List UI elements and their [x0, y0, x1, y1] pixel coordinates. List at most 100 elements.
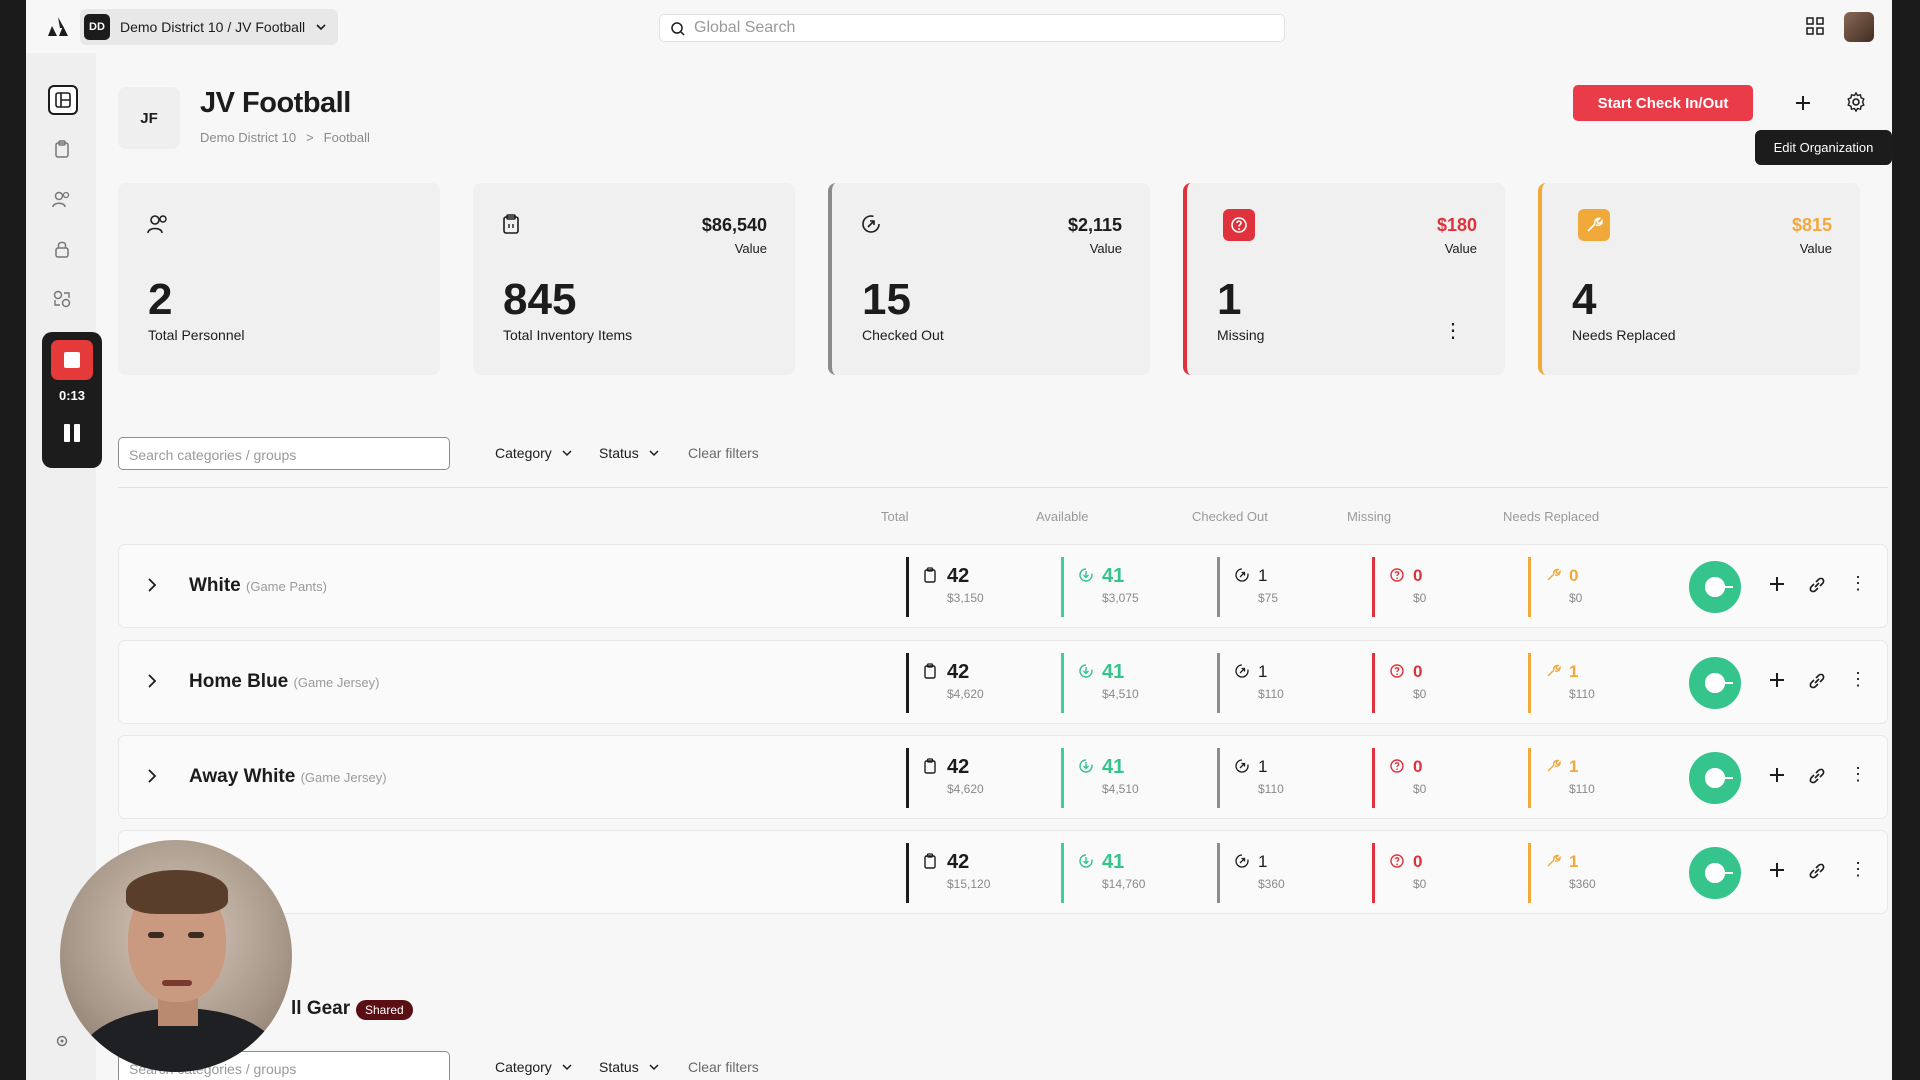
cell-needs-replaced-value: $0 [1569, 591, 1583, 605]
cell-checked-out-count: 1 [1258, 662, 1268, 681]
clipboard-icon [924, 758, 936, 774]
more-options-icon[interactable]: ⋮ [1443, 320, 1463, 342]
stop-recording-button[interactable] [51, 340, 93, 380]
chevron-right-icon[interactable] [145, 673, 159, 689]
column-header-total: Total [881, 509, 909, 524]
cell-total-count: 42 [947, 756, 970, 778]
lock-icon [55, 241, 69, 258]
cell-total-count: 42 [947, 851, 970, 873]
stat-card-personnel[interactable]: 2 Total Personnel [118, 183, 440, 375]
stat-label: Total Personnel [148, 327, 245, 343]
stat-value-label: Value [734, 241, 767, 256]
stat-value: $815 [1791, 215, 1832, 235]
column-header-available: Available [1036, 509, 1089, 524]
add-item-button[interactable] [1768, 667, 1786, 693]
add-item-button[interactable] [1768, 762, 1786, 788]
stat-card-inventory[interactable]: $86,540 Value 845 Total Inventory Items [473, 183, 795, 375]
sidebar-item-exchange[interactable] [50, 287, 74, 311]
pause-recording-button[interactable] [64, 424, 80, 442]
clipboard-icon [55, 140, 69, 158]
cell-needs-replaced-value: $110 [1569, 687, 1595, 701]
cell-available-count: 41 [1102, 565, 1125, 587]
breadcrumb: Demo District 10 > Football [200, 130, 370, 145]
cell-missing-value: $0 [1413, 877, 1427, 891]
link-button[interactable] [1807, 575, 1827, 600]
row-name[interactable]: Away White (Game Jersey) [189, 766, 387, 788]
sidebar-item-personnel[interactable] [50, 187, 74, 211]
table-row[interactable]: Away White (Game Jersey) 42 $4,620 41 $4,510… [118, 735, 1888, 819]
more-options-icon[interactable]: ⋮ [1849, 669, 1867, 689]
check-in-icon [1079, 759, 1093, 773]
table-row[interactable]: e (Helmet)42$15,12041$14,7601$3600$01$36… [118, 830, 1888, 914]
user-avatar[interactable] [1844, 12, 1874, 42]
more-options-icon[interactable]: ⋮ [1849, 573, 1867, 593]
breadcrumb-item-football[interactable]: Football [323, 130, 370, 145]
stat-card-checked-out[interactable]: $2,115 Value 15 Checked Out [828, 183, 1150, 375]
wrench-icon [1547, 664, 1561, 677]
add-button[interactable] [1790, 90, 1816, 116]
row-title: Home Blue [189, 671, 289, 692]
breadcrumb-item-district[interactable]: Demo District 10 [200, 130, 297, 145]
cell-total-value: $3,150 [947, 591, 984, 605]
global-search-input[interactable]: Global Search [659, 14, 1285, 42]
row-group: (Game Jersey) [300, 770, 387, 785]
status-filter-dropdown[interactable]: Status [599, 1059, 661, 1075]
row-name[interactable]: Home Blue (Game Jersey) [189, 671, 380, 693]
cell-total: 42 $4,620 [906, 748, 984, 808]
availability-donut-chart [1689, 657, 1741, 709]
cell-needs-replaced-value: $360 [1569, 877, 1596, 891]
wrench-icon [1547, 759, 1561, 772]
category-filter-dropdown[interactable]: Category [495, 445, 574, 461]
sidebar-item-locker[interactable] [50, 237, 74, 261]
chevron-right-icon[interactable] [145, 577, 159, 593]
category-filter-dropdown[interactable]: Category [495, 1059, 574, 1075]
cell-checked-out-value: $75 [1258, 591, 1279, 605]
edit-organization-tooltip: Edit Organization [1755, 130, 1892, 165]
category-search-input[interactable]: Search categories / groups [118, 437, 450, 470]
clear-filters-link[interactable]: Clear filters [688, 1059, 759, 1075]
global-search-placeholder: Global Search [694, 19, 796, 36]
stat-number: 1 [1217, 275, 1242, 324]
more-options-icon[interactable]: ⋮ [1849, 764, 1867, 784]
app-logo-icon[interactable] [46, 16, 70, 38]
row-name[interactable]: White (Game Pants) [189, 575, 327, 597]
cell-total-value: $4,620 [947, 782, 984, 796]
qr-code-icon[interactable] [1806, 17, 1824, 35]
check-in-icon [1079, 664, 1093, 678]
clear-filters-link[interactable]: Clear filters [688, 445, 759, 461]
link-button[interactable] [1807, 766, 1827, 791]
filter-bar: Search categories / groups Category Stat… [118, 437, 1888, 471]
wrench-icon [1578, 209, 1610, 241]
stat-label: Missing [1217, 327, 1265, 343]
link-button[interactable] [1807, 671, 1827, 696]
link-button[interactable] [1807, 861, 1827, 886]
sidebar-item-dashboard[interactable] [48, 85, 78, 115]
sidebar-item-settings[interactable] [50, 1029, 74, 1053]
start-check-in-out-button[interactable]: Start Check In/Out [1573, 85, 1753, 121]
cell-available: 41 $3,075 [1061, 557, 1139, 617]
checked-out-icon [1235, 854, 1249, 868]
column-header-missing: Missing [1347, 509, 1392, 524]
table-row[interactable]: White (Game Pants) 42 $3,150 41 $3,075 1 $75 0 $… [118, 544, 1888, 628]
stat-card-missing[interactable]: $180 Value 1 Missing ⋮ [1183, 183, 1505, 375]
table-row[interactable]: Home Blue (Game Jersey) 42 $4,620 41 $4,510 1… [118, 640, 1888, 724]
stat-card-needs-replaced[interactable]: $815 Value 4 Needs Replaced [1538, 183, 1860, 375]
more-options-icon[interactable]: ⋮ [1849, 859, 1867, 879]
add-item-button[interactable] [1768, 571, 1786, 597]
exchange-icon [53, 290, 71, 308]
org-switcher[interactable]: DD Demo District 10 / JV Football [80, 9, 338, 45]
chevron-right-icon[interactable] [145, 768, 159, 784]
stat-number: 15 [862, 275, 911, 324]
cell-missing: 0 $0 [1372, 748, 1426, 808]
edit-organization-button[interactable] [1844, 90, 1870, 116]
link-icon [1809, 863, 1825, 879]
stat-label: Checked Out [862, 327, 944, 343]
cell-checked-out-value: $110 [1258, 687, 1284, 701]
cell-missing: 0 $0 [1372, 653, 1426, 713]
add-item-button[interactable] [1768, 857, 1786, 883]
stat-number: 2 [148, 275, 173, 324]
status-filter-dropdown[interactable]: Status [599, 445, 661, 461]
webcam-person-eye [188, 932, 204, 938]
sidebar-item-inventory[interactable] [50, 137, 74, 161]
stat-value: $2,115 [1067, 215, 1122, 235]
